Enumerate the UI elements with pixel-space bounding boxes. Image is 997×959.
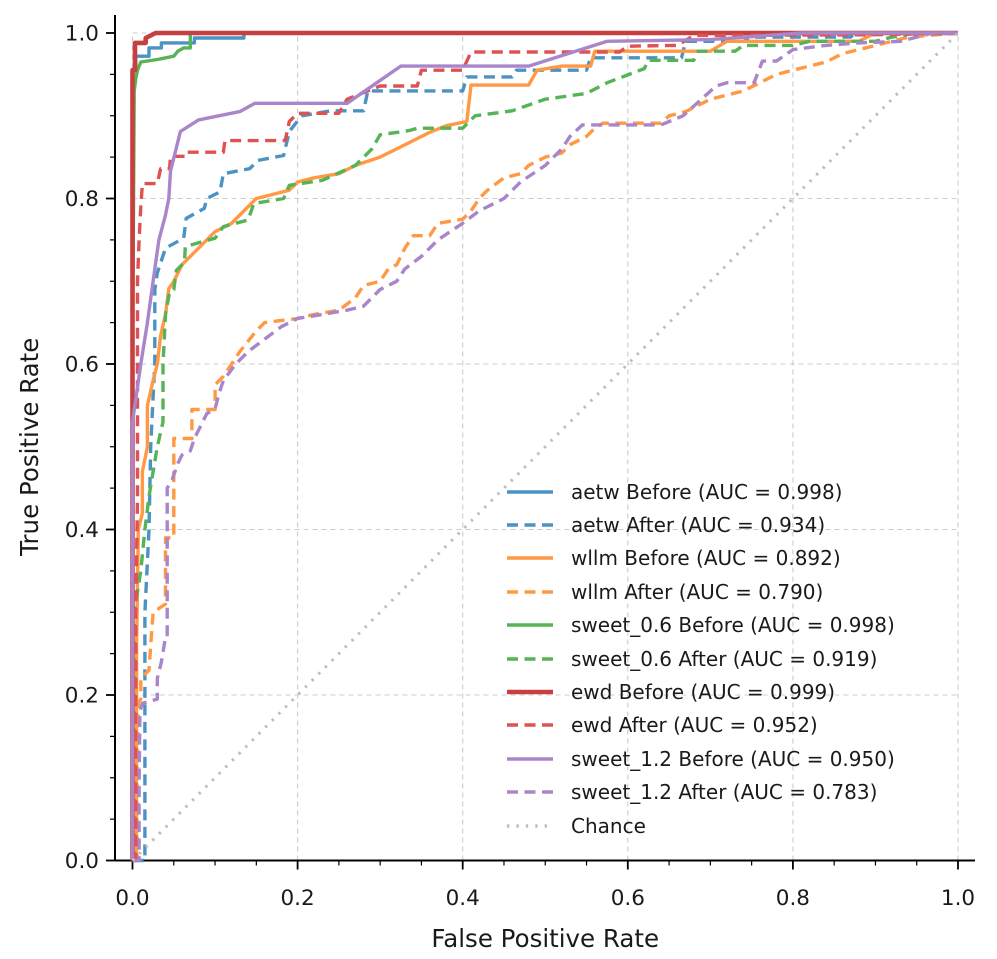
legend-swatch-dashed-line [507,590,553,594]
legend-label: sweet_1.2 After (AUC = 0.783) [571,780,878,805]
x-tick-label: 0.4 [446,886,480,911]
legend-item-sweet12-before: sweet_1.2 Before (AUC = 0.950) [506,742,895,775]
legend-item-aetw-after: aetw After (AUC = 0.934) [506,508,895,541]
legend-swatch-solid-line [507,623,553,628]
legend-item-sweet12-after: sweet_1.2 After (AUC = 0.783) [506,776,895,809]
curve-ewd-before [130,30,958,861]
curve-aetw-after [132,31,958,863]
curve-ewd-after [132,31,959,863]
x-tick-label: 0.8 [776,886,810,911]
y-tick-label: 0.2 [65,684,99,709]
legend-label: wllm After (AUC = 0.790) [571,579,824,604]
legend-swatch-dotted-line [507,823,553,828]
x-tick-label: 0.0 [115,886,149,911]
legend-item-aetw-before: aetw Before (AUC = 0.998) [506,475,895,508]
legend-item-ewd-before: ewd Before (AUC = 0.999) [506,675,895,708]
legend-swatch-solid-line [507,489,553,494]
legend-item-sweet06-before: sweet_0.6 Before (AUC = 0.998) [506,609,895,642]
legend-label: aetw Before (AUC = 0.998) [571,479,843,504]
curve-wllm-before [132,31,958,863]
legend-label: sweet_0.6 Before (AUC = 0.998) [571,613,895,638]
legend-label: Chance [571,813,646,838]
x-axis-label: False Positive Rate [431,924,659,953]
legend-label: sweet_0.6 After (AUC = 0.919) [571,646,878,671]
x-tick-label: 1.0 [941,886,975,911]
legend-label: wllm Before (AUC = 0.892) [571,546,841,571]
legend-swatch-dashed-line [507,723,553,728]
y-tick-label: 0.8 [65,187,99,212]
legend-label: aetw After (AUC = 0.934) [571,513,826,538]
curve-wllm-after [132,31,959,863]
legend-item-chance: Chance [506,809,895,842]
y-tick-label: 0.6 [65,353,99,378]
legend-item-wllm-before: wllm Before (AUC = 0.892) [506,542,895,575]
legend-label: ewd After (AUC = 0.952) [571,713,818,738]
legend-swatch-solid-line [507,556,553,561]
y-tick-label: 1.0 [65,22,99,47]
legend-item-sweet06-after: sweet_0.6 After (AUC = 0.919) [506,642,895,675]
curve-sweet12-after [132,31,958,863]
legend-swatch-dashed-line [507,656,553,661]
curve-sweet06-after [132,31,958,863]
legend-swatch-solid-line [507,757,553,761]
chart-legend: aetw Before (AUC = 0.998) aetw After (AUC… [506,475,895,842]
y-tick-label: 0.4 [65,518,99,543]
legend-swatch-dashed-line [507,523,553,527]
y-tick-label: 0.0 [65,849,99,874]
legend-item-ewd-after: ewd After (AUC = 0.952) [506,709,895,742]
legend-label: ewd Before (AUC = 0.999) [571,680,836,705]
x-tick-label: 0.2 [280,886,314,911]
legend-swatch-dashed-line [507,790,553,795]
curve-chance [131,31,960,862]
legend-label: sweet_1.2 Before (AUC = 0.950) [571,746,895,771]
legend-swatch-solid-line [507,689,553,695]
x-tick-label: 0.6 [611,886,645,911]
y-axis-label: True Positive Rate [15,338,44,557]
legend-item-wllm-after: wllm After (AUC = 0.790) [506,575,895,608]
curve-sweet12-before [130,31,958,861]
